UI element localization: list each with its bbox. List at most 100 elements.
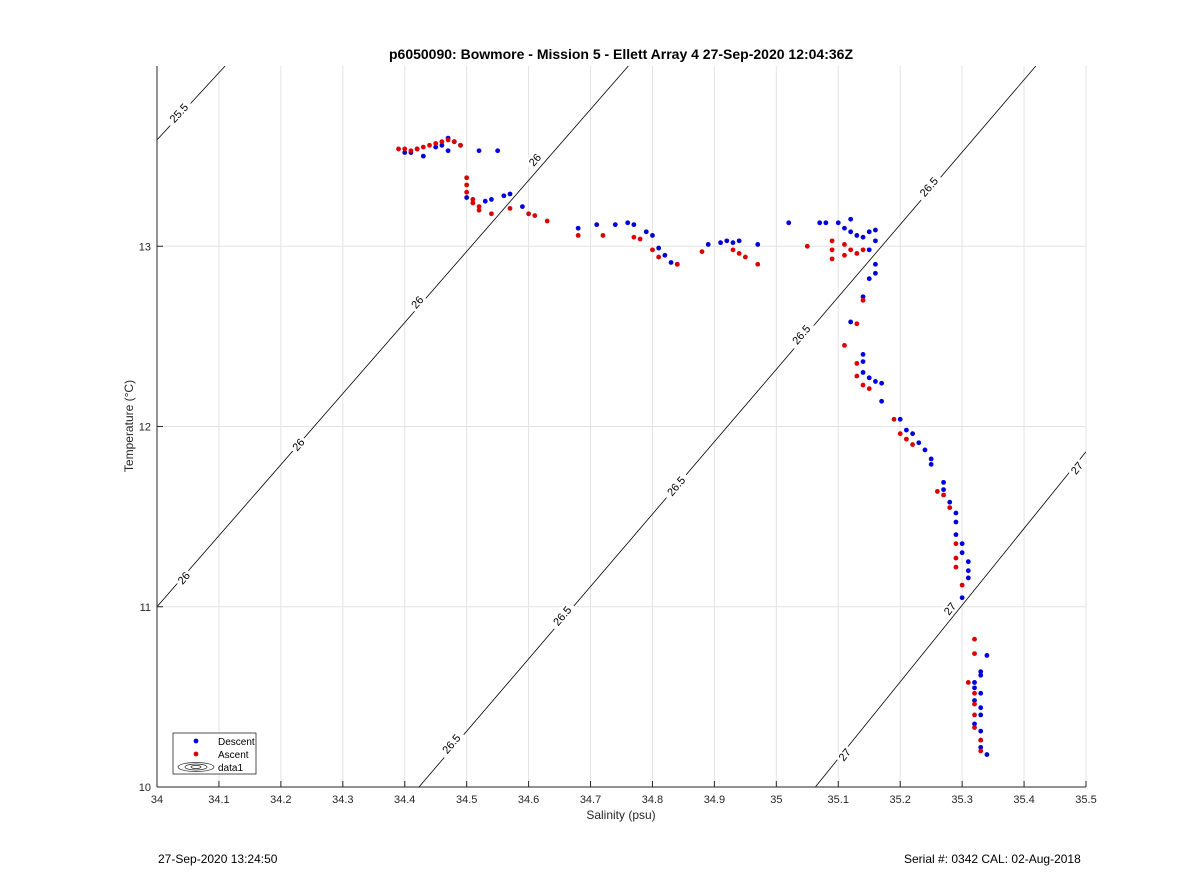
ascent-point [842, 252, 847, 258]
y-tick-label: 12 [139, 422, 151, 434]
descent-point [959, 595, 965, 601]
descent-point [495, 148, 501, 154]
chart-title: p6050090: Bowmore - Mission 5 - Ellett A… [389, 46, 853, 62]
legend: Descent Ascent data1 [172, 732, 257, 775]
descent-point [402, 150, 408, 155]
x-axis-label: Salinity (psu) [586, 808, 655, 822]
descent-point [953, 532, 959, 538]
ascent-point [656, 254, 662, 260]
ascent-point [941, 492, 946, 498]
descent-point [873, 227, 878, 233]
descent-point [959, 541, 965, 547]
contour-label-background [939, 598, 960, 619]
descent-point [873, 270, 878, 276]
x-tick-label: 35.3 [951, 794, 972, 806]
ascent-point [470, 196, 476, 202]
descent-point [575, 225, 581, 231]
contour-label-background [173, 567, 194, 589]
descent-point [959, 550, 965, 556]
ascent-point [972, 701, 977, 707]
descent-point [922, 447, 928, 453]
contour-label: 26.5 [914, 171, 943, 203]
footer-timestamp: 27-Sep-2020 13:24:50 [158, 852, 278, 866]
ascent-point [526, 211, 531, 217]
ascent-point [427, 142, 432, 148]
x-tick-label: 34.9 [704, 794, 725, 806]
ascent-point [953, 564, 959, 570]
x-tick-label: 34.5 [456, 794, 477, 806]
ascent-point [848, 247, 854, 253]
descent-point [860, 370, 866, 375]
contour-label-background [524, 149, 545, 171]
descent-point [755, 242, 761, 247]
ascent-point [464, 175, 470, 181]
x-tick-label: 35.2 [889, 794, 910, 806]
descent-point [947, 499, 953, 505]
descent-point [879, 398, 885, 404]
contour-label-background [288, 434, 309, 455]
descent-point [854, 233, 860, 238]
ascent-point [829, 238, 835, 244]
descent-point [873, 238, 878, 244]
descent-point [705, 242, 711, 247]
ascent-point [544, 218, 550, 224]
contour-label-background [914, 171, 943, 203]
descent-point [520, 204, 525, 209]
ascent-point [903, 436, 909, 442]
y-tick-label: 11 [140, 602, 151, 614]
contour-label: 26.5 [436, 728, 466, 760]
ascent-point [804, 243, 810, 249]
ascent-point [736, 251, 742, 256]
contour-label: 25.5 [164, 97, 194, 128]
ascent-point [842, 242, 847, 247]
descent-point [860, 352, 866, 357]
contour-label-background [1066, 457, 1087, 479]
descent-point [736, 238, 742, 244]
descent-point [953, 510, 959, 516]
ascent-point [600, 233, 606, 238]
descent-point [972, 721, 977, 727]
ascent-point [402, 146, 408, 152]
descent-point [433, 144, 439, 150]
descent-point [848, 229, 854, 235]
ascent-point [829, 247, 835, 253]
descent-point [866, 229, 872, 235]
ascent-point [445, 137, 451, 143]
ascent-point [451, 139, 457, 145]
legend-box [172, 732, 257, 775]
descent-point [594, 222, 600, 228]
descent-point [972, 685, 977, 691]
ascent-point [650, 247, 655, 253]
descent-point [612, 222, 618, 228]
ascent-point [439, 139, 445, 145]
ascent-point [972, 636, 977, 642]
ascent-point [972, 725, 977, 730]
ascent-point [420, 144, 426, 150]
x-tick-label: 34.4 [394, 794, 415, 806]
contour-label: 27 [1066, 457, 1087, 479]
contour-label-background [407, 291, 428, 313]
ascent-point [408, 148, 414, 154]
ascent-point [959, 582, 965, 588]
descent-point [631, 222, 637, 228]
descent-point [978, 672, 984, 678]
legend-descent-marker [193, 738, 199, 744]
ascent-point [507, 205, 513, 211]
ascent-point [396, 146, 401, 152]
descent-point [860, 234, 866, 240]
ascent-point [674, 261, 680, 267]
descent-point [656, 245, 662, 251]
ascent-point [947, 505, 953, 511]
x-tick-label: 34 [151, 794, 163, 806]
descent-point [978, 690, 984, 696]
descent-point [978, 712, 984, 718]
contour-label-background [786, 319, 816, 350]
descent-point [501, 193, 507, 199]
ascent-point [854, 251, 860, 256]
descent-point [662, 252, 668, 258]
ascent-point [433, 141, 439, 146]
descent-point [420, 153, 426, 159]
x-tick-label: 35.1 [828, 794, 849, 806]
contour-label: 26 [173, 567, 194, 589]
ascent-point [854, 373, 860, 379]
